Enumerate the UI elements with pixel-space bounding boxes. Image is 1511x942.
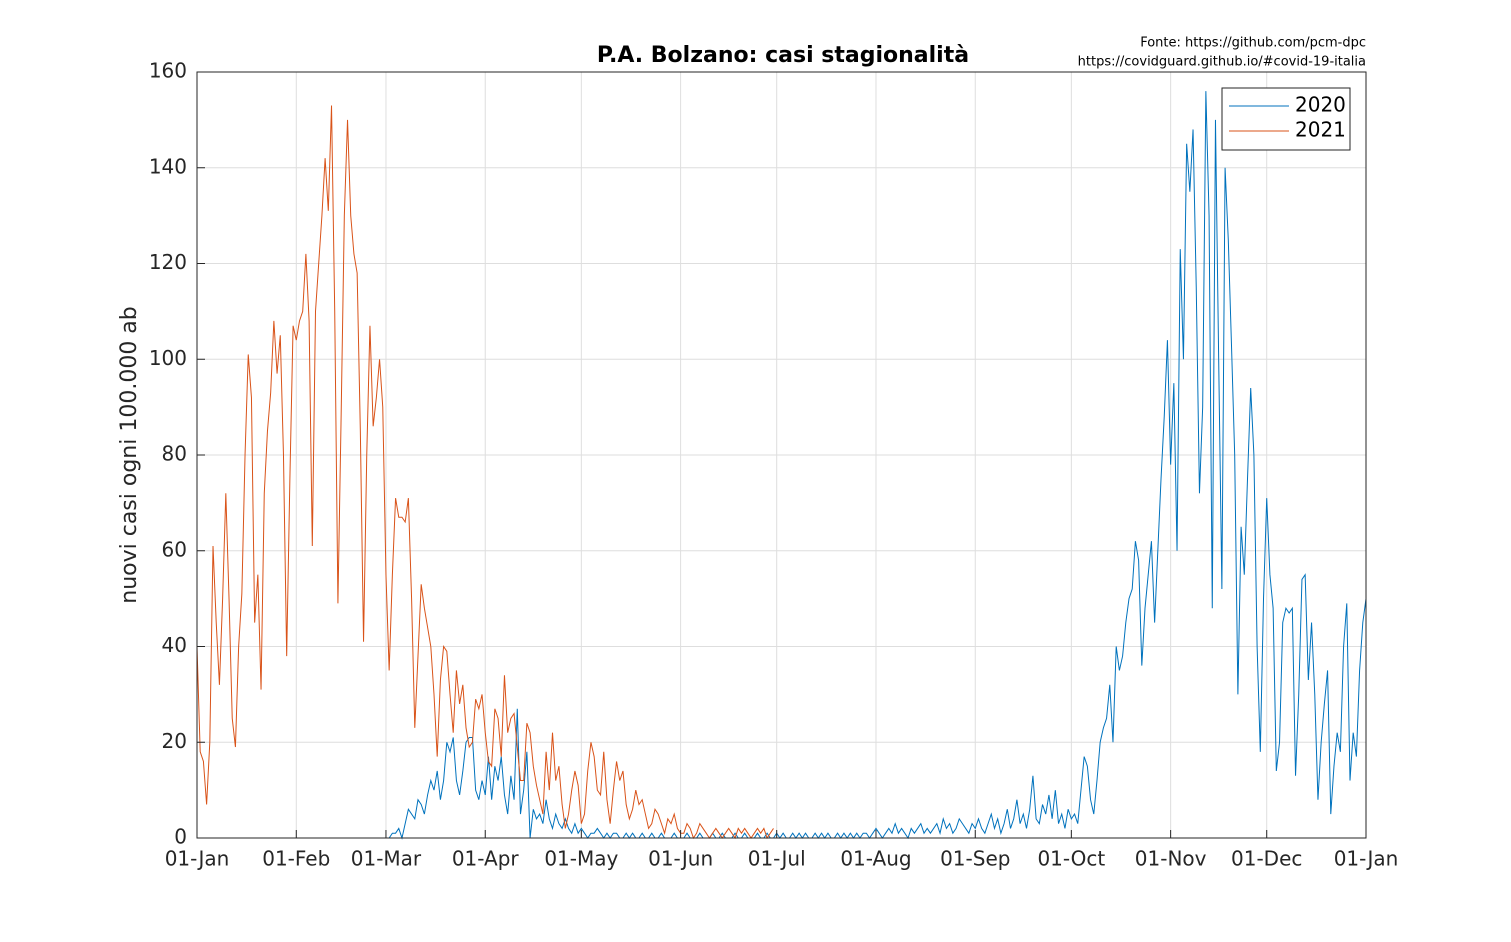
x-tick-label: 01-Nov — [1135, 847, 1207, 871]
x-tick-label: 01-Jun — [648, 847, 713, 871]
x-tick-label: 01-Dec — [1231, 847, 1302, 871]
y-tick-label: 100 — [149, 346, 187, 370]
x-tick-label: 01-Oct — [1037, 847, 1105, 871]
legend-label: 2021 — [1295, 118, 1346, 142]
y-axis-label: nuovi casi ogni 100.000 ab — [117, 306, 142, 604]
x-tick-label: 01-Mar — [351, 847, 422, 871]
y-tick-label: 120 — [149, 250, 187, 274]
data-line — [196, 105, 774, 840]
x-tick-label: 01-Aug — [840, 847, 911, 871]
y-tick-label: 160 — [149, 59, 187, 83]
y-tick-label: 40 — [162, 633, 187, 657]
y-tick-label: 60 — [162, 537, 187, 561]
chart-title: P.A. Bolzano: casi stagionalità — [597, 43, 969, 68]
x-tick-label: 01-Sep — [940, 847, 1010, 871]
source: Fonte: https://github.com/pcm-dpc — [1140, 36, 1366, 51]
y-tick-label: 20 — [162, 729, 187, 753]
y-tick-label: 140 — [149, 154, 187, 178]
x-tick-label: 01-Jan — [1334, 847, 1399, 871]
source: https://covidguard.github.io/#covid-19-i… — [1078, 55, 1366, 70]
x-tick-label: 01-Jul — [748, 847, 806, 871]
y-tick-label: 0 — [174, 825, 187, 849]
x-tick-label: 01-Feb — [262, 847, 330, 871]
y-tick-label: 80 — [162, 442, 187, 466]
legend-box — [1221, 87, 1351, 151]
legend-label: 2020 — [1295, 93, 1346, 117]
x-tick-label: 01-Jan — [165, 847, 230, 871]
x-tick-label: 01-May — [544, 847, 618, 871]
x-tick-label: 01-Apr — [452, 847, 520, 871]
